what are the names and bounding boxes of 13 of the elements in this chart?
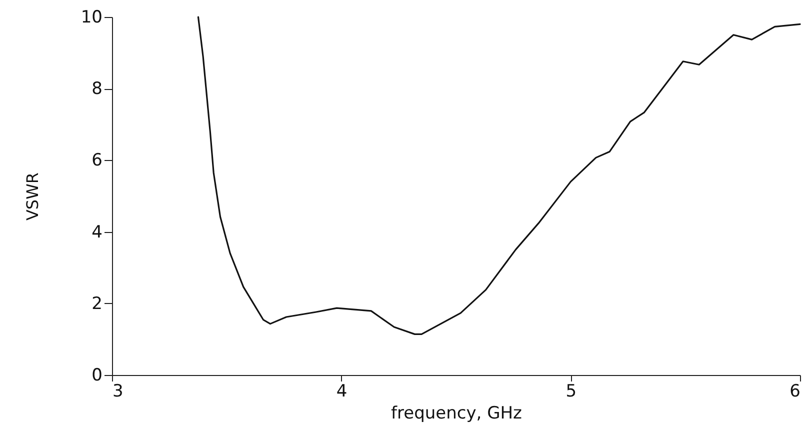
line-series (197, 16, 801, 335)
y-tick-label: 2 (92, 294, 102, 314)
x-tick-label: 4 (336, 382, 348, 402)
y-tick-label: 0 (92, 366, 102, 386)
y-tick-label: 4 (92, 222, 102, 242)
y-tick-label: 6 (92, 150, 102, 171)
y-tick-label: 8 (92, 79, 102, 100)
x-tick-label: 6 (790, 382, 800, 402)
x-axis-title: frequency, GHz (391, 404, 522, 424)
x-tick-label: 5 (566, 382, 577, 402)
x-tick-label: 3 (112, 382, 124, 402)
y-axis-title: VSWR (22, 172, 42, 221)
y-tick-label: 10 (80, 8, 102, 28)
